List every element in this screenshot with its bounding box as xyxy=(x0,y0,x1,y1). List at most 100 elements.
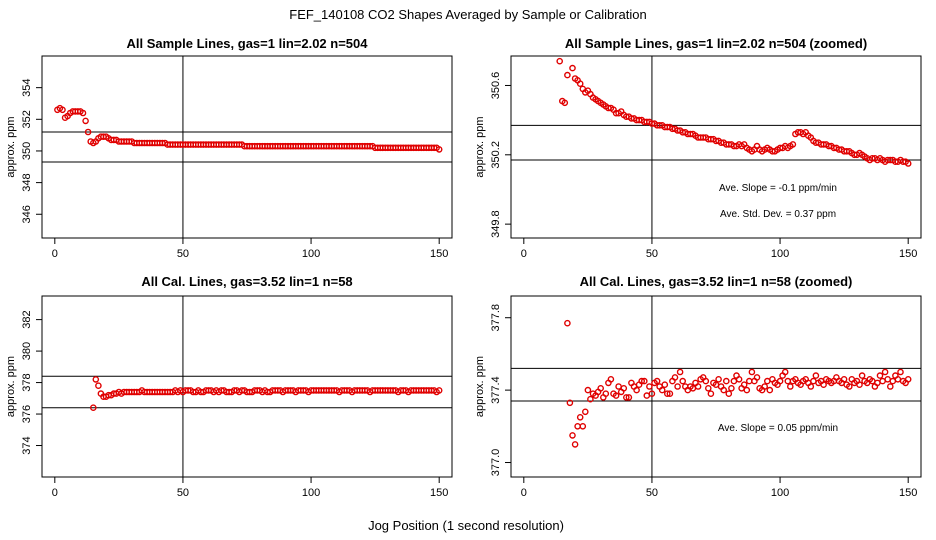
data-point xyxy=(612,392,620,399)
x-tick-label: 100 xyxy=(302,487,320,499)
data-point xyxy=(702,377,710,385)
data-point xyxy=(576,413,584,421)
x-tick-label: 150 xyxy=(430,487,448,499)
data-point xyxy=(82,117,89,125)
y-tick-label: 352 xyxy=(21,110,33,128)
data-point xyxy=(715,375,722,383)
y-axis-label: approx. ppm xyxy=(5,116,17,177)
plot-frame xyxy=(41,295,453,478)
data-point xyxy=(638,377,646,385)
y-tick-label: 346 xyxy=(21,205,33,223)
data-point xyxy=(858,372,866,379)
y-axis-label: approx. ppm xyxy=(474,356,486,417)
y-tick-label: 376 xyxy=(21,405,33,423)
data-point xyxy=(787,383,794,390)
data-point xyxy=(566,399,574,407)
data-point xyxy=(766,386,774,394)
data-point xyxy=(671,374,679,381)
data-point xyxy=(571,441,579,448)
data-point xyxy=(723,377,730,385)
x-tick-label: 0 xyxy=(521,248,527,260)
data-point xyxy=(807,383,815,390)
plot-frame xyxy=(41,55,453,239)
data-point xyxy=(646,383,653,390)
data-point xyxy=(597,384,605,392)
y-tick-label: 377.8 xyxy=(490,304,502,332)
data-point xyxy=(576,80,584,87)
y-tick-label: 354 xyxy=(21,78,33,96)
y-tick-label: 350.6 xyxy=(490,72,502,100)
y-tick-label: 378 xyxy=(21,373,33,391)
data-point xyxy=(789,141,797,148)
data-point xyxy=(633,386,640,394)
data-point xyxy=(556,57,564,65)
data-point xyxy=(748,368,756,376)
data-point xyxy=(602,390,610,398)
x-tick-label: 150 xyxy=(430,248,448,260)
y-axis-label: approx. ppm xyxy=(474,116,486,177)
figure-title: FEF_140108 CO2 Shapes Averaged by Sample… xyxy=(289,7,646,22)
y-axis-label: approx. ppm xyxy=(5,356,17,417)
data-point xyxy=(95,382,102,390)
data-point xyxy=(84,128,92,136)
data-point xyxy=(615,383,622,390)
data-point xyxy=(728,384,735,392)
y-tick-label: 374 xyxy=(21,436,33,454)
data-point xyxy=(876,372,884,379)
x-tick-label: 50 xyxy=(646,487,658,499)
data-point xyxy=(579,422,587,430)
data-point xyxy=(561,99,569,107)
data-point xyxy=(582,408,589,416)
data-point xyxy=(720,386,728,394)
y-tick-label: 350 xyxy=(21,142,33,160)
data-point xyxy=(812,372,820,379)
plot-title: All Cal. Lines, gas=3.52 lin=1 n=58 (zoo… xyxy=(580,274,853,289)
y-tick-label: 377.0 xyxy=(490,449,502,477)
data-point xyxy=(881,368,889,376)
data-point xyxy=(569,432,576,439)
data-point xyxy=(641,377,648,385)
plot-title: All Cal. Lines, gas=3.52 lin=1 n=58 xyxy=(141,274,352,289)
data-point xyxy=(607,375,615,383)
data-point xyxy=(653,377,661,385)
data-point xyxy=(753,374,761,381)
data-point xyxy=(664,390,671,398)
data-point xyxy=(840,375,848,383)
data-point xyxy=(694,383,702,390)
data-point xyxy=(564,71,571,79)
data-point xyxy=(587,395,594,403)
data-point xyxy=(743,386,751,394)
data-point xyxy=(666,390,674,398)
data-point xyxy=(730,377,738,385)
data-point xyxy=(625,394,633,401)
x-tick-label: 100 xyxy=(771,248,789,260)
x-tick-label: 0 xyxy=(521,487,527,499)
panel-cal-lines: All Cal. Lines, gas=3.52 lin=1 n=58 0 50 10… xyxy=(5,274,453,499)
data-point xyxy=(887,383,894,390)
data-point xyxy=(846,383,853,390)
y-tick-label: 348 xyxy=(21,173,33,191)
data-point xyxy=(761,383,769,390)
data-point xyxy=(904,375,912,383)
y-tick-label: 349.8 xyxy=(490,210,502,238)
annotation-text: Ave. Slope = 0.05 ppm/min xyxy=(718,423,838,434)
plot-title: All Sample Lines, gas=1 lin=2.02 n=504 xyxy=(127,36,369,51)
data-point xyxy=(707,390,715,398)
data-point xyxy=(574,422,581,430)
annotation-text: Ave. Std. Dev. = 0.37 ppm xyxy=(720,209,836,220)
y-tick-label: 350.2 xyxy=(490,141,502,169)
data-point xyxy=(648,390,656,398)
y-tick-label: 382 xyxy=(21,310,33,328)
data-point xyxy=(79,109,87,117)
data-point xyxy=(661,381,669,389)
data-point xyxy=(435,387,443,394)
data-point xyxy=(705,384,712,392)
x-tick-label: 50 xyxy=(646,248,658,260)
data-point xyxy=(569,64,576,72)
data-point xyxy=(856,381,863,389)
data-point xyxy=(623,394,630,401)
data-point xyxy=(897,368,904,376)
data-point xyxy=(620,384,628,392)
data-point xyxy=(584,386,592,394)
data-point xyxy=(679,377,687,385)
